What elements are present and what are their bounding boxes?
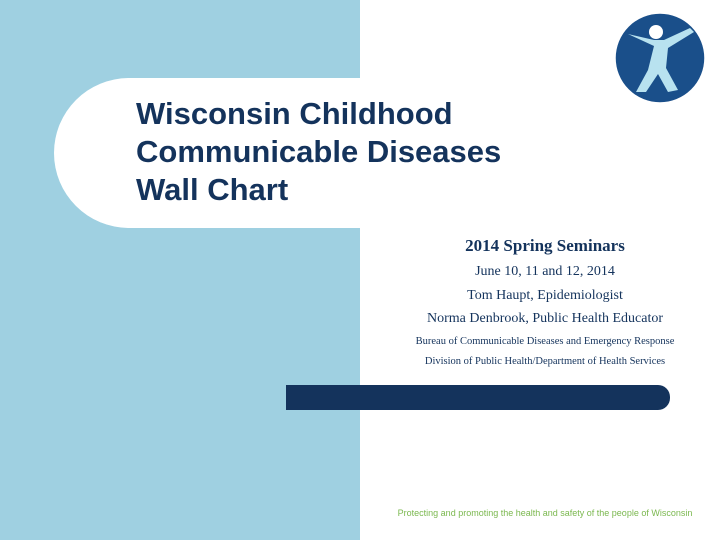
presenter-1: Tom Haupt, Epidemiologist bbox=[467, 288, 623, 303]
event-dates: June 10, 11 and 12, 2014 bbox=[475, 264, 615, 279]
slide-title: Wisconsin Childhood Communicable Disease… bbox=[136, 95, 606, 209]
division-name: Division of Public Health/Department of … bbox=[424, 356, 666, 367]
title-line-2: Communicable Diseases bbox=[136, 134, 502, 169]
title-pill-background bbox=[54, 78, 720, 228]
event-name: 2014 Spring Seminars bbox=[465, 236, 625, 255]
presenter-2: Norma Denbrook, Public Health Educator bbox=[427, 311, 663, 326]
navy-accent-bar bbox=[286, 385, 670, 410]
title-line-1: Wisconsin Childhood bbox=[136, 96, 453, 131]
wisconsin-dhs-figure-icon bbox=[614, 12, 706, 104]
bureau-name: Bureau of Communicable Diseases and Emer… bbox=[415, 336, 675, 347]
title-line-3: Wall Chart bbox=[136, 172, 289, 207]
footer-tagline: Protecting and promoting the health and … bbox=[397, 508, 693, 518]
